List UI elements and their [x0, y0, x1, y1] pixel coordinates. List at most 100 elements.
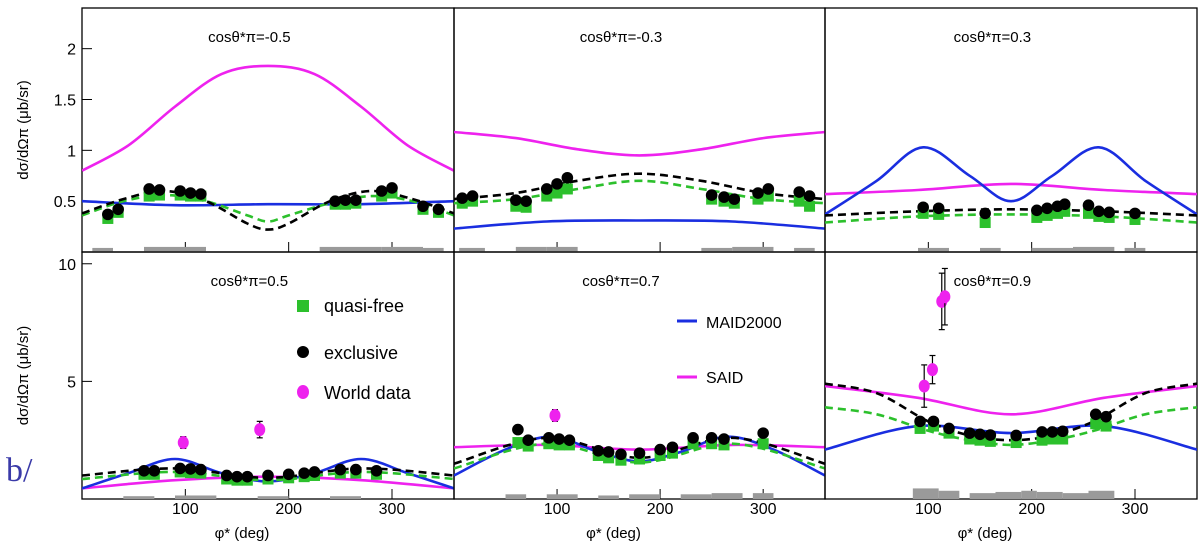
plot-area: [825, 145, 1197, 252]
exclusive-point: [917, 201, 929, 214]
plot-area: [82, 64, 454, 252]
maid-curve: [825, 145, 1197, 216]
quasi-free-point: [718, 439, 730, 451]
syst-bar: [1036, 491, 1063, 499]
exclusive-point: [522, 434, 534, 446]
quasi-free-point: [933, 208, 945, 220]
exclusive-point: [339, 194, 352, 206]
exclusive-point: [718, 191, 730, 203]
syst-bar: [629, 494, 661, 499]
exclusive-point: [615, 448, 627, 461]
quasi-free-point: [1041, 209, 1053, 221]
quasi-free-point: [687, 438, 699, 450]
quasi-free-fit-curve: [825, 213, 1197, 224]
quasi-free-fit-curve: [82, 193, 454, 223]
quasi-free-point: [974, 434, 986, 446]
exclusive-point: [102, 208, 114, 221]
exclusive-point: [138, 464, 150, 477]
exclusive-point: [220, 469, 233, 482]
legend-quasi-free-marker: [297, 300, 309, 312]
syst-bar: [1088, 490, 1115, 499]
exclusive-point: [370, 464, 383, 477]
exclusive-point: [984, 429, 997, 441]
said-curve: [82, 64, 454, 172]
exclusive-point: [563, 434, 576, 446]
exclusive-point: [718, 433, 730, 445]
quasi-free-point: [510, 200, 522, 212]
world-data-point: [177, 436, 189, 450]
legend-quasi-free-label: quasi-free: [324, 296, 404, 316]
quasi-free-point: [603, 452, 615, 464]
quasi-free-point: [666, 447, 678, 459]
said-curve: [454, 130, 825, 157]
quasi-free-point: [757, 438, 769, 450]
y-tick-label: 1: [67, 143, 76, 160]
exclusive-point: [1129, 207, 1141, 220]
exclusive-point: [1056, 425, 1069, 438]
x-tick-label: 200: [647, 501, 674, 518]
syst-bar: [546, 494, 578, 499]
quasi-free-point: [634, 453, 645, 465]
exclusive-point: [543, 432, 555, 444]
quasi-free-point: [512, 437, 524, 449]
plot-area: [454, 408, 825, 499]
exclusive-point: [1058, 198, 1071, 211]
exclusive-point: [654, 443, 666, 456]
exclusive-point: [914, 415, 926, 428]
plot-area: [82, 420, 454, 499]
exclusive-point: [241, 470, 254, 483]
syst-bar: [92, 247, 113, 252]
exclusive-point: [1093, 205, 1105, 218]
x-tick-label: 200: [1018, 501, 1045, 518]
plot-area: [454, 130, 825, 252]
syst-bar: [794, 247, 815, 252]
quasi-free-point: [1129, 213, 1141, 225]
exclusive-point: [174, 462, 186, 475]
exclusive-fit-curve: [82, 189, 454, 231]
exclusive-point: [308, 466, 321, 478]
syst-bar: [423, 247, 444, 252]
quasi-free-point: [706, 438, 718, 450]
x-axis-label: φ* (deg): [958, 525, 1013, 541]
quasi-free-point: [541, 190, 553, 202]
panel-5: 100 200 300 φ* (deg) cosθ*π=0.7: [453, 251, 826, 541]
syst-bar: [980, 247, 1001, 252]
exclusive-point: [592, 444, 605, 457]
x-axis-label: φ* (deg): [215, 525, 270, 541]
exclusive-point: [762, 183, 775, 195]
quasi-free-point: [1100, 420, 1112, 432]
syst-bar: [995, 491, 1022, 499]
syst-bar: [680, 494, 712, 499]
quasi-free-point: [1059, 205, 1071, 217]
legend-world-marker: [297, 385, 309, 399]
panel-1: 0.5 1 1.5 2 dσ/dΩπ (μb/sr) cosθ*π=-0.5: [15, 7, 455, 253]
syst-bar: [515, 246, 547, 252]
syst-bar: [969, 493, 996, 499]
quasi-free-point: [543, 438, 555, 450]
exclusive-point: [520, 195, 532, 207]
exclusive-point: [963, 427, 976, 439]
exclusive-point: [195, 188, 207, 200]
exclusive-point: [143, 183, 155, 195]
legend: quasi-free exclusive World data MAID2000 SAI…: [297, 296, 782, 403]
exclusive-point: [793, 186, 806, 198]
exclusive-point: [728, 193, 741, 205]
x-tick-label: 100: [172, 501, 199, 518]
exclusive-point: [298, 467, 310, 479]
exclusive-point: [231, 470, 243, 483]
syst-bar: [381, 246, 423, 252]
exclusive-point: [1036, 426, 1048, 438]
syst-bar: [459, 247, 485, 252]
world-data-point: [939, 290, 951, 304]
legend-world-label: World data: [324, 383, 412, 403]
quasi-free-point: [1031, 211, 1043, 223]
quasi-free-point: [1083, 207, 1094, 219]
exclusive-point: [510, 194, 522, 206]
quasi-free-point: [143, 190, 155, 202]
panel-title: cosθ*π=-0.3: [580, 29, 662, 46]
syst-bar: [711, 493, 743, 499]
side-glyph: b/: [6, 452, 33, 489]
syst-bar: [175, 495, 217, 499]
exclusive-point: [375, 185, 388, 197]
